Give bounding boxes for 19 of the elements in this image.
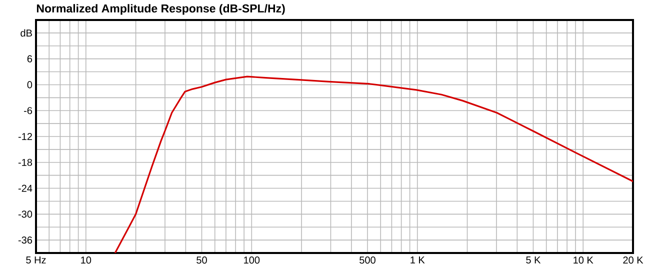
y-tick-label: -24 — [18, 184, 32, 192]
x-tick-label: 500 — [360, 256, 376, 264]
x-tick-label: 10 — [81, 256, 92, 264]
y-tick-label: -12 — [18, 133, 32, 140]
chart-title: Normalized Amplitude Response (dB-SPL/Hz) — [36, 4, 285, 15]
y-tick-label: -36 — [18, 236, 32, 244]
x-tick-label: 1 K — [410, 256, 425, 264]
y-tick-label: 6 — [27, 55, 32, 62]
y-tick-label: -30 — [18, 210, 32, 218]
x-tick-label: 100 — [244, 256, 260, 264]
y-tick-label: -6 — [24, 107, 32, 114]
x-tick-label: 20 K — [623, 256, 644, 264]
x-tick-label: 50 — [196, 256, 207, 264]
y-tick-label: dB — [20, 29, 32, 37]
x-tick-label: 5 K — [526, 256, 541, 264]
y-tick-label: 0 — [27, 81, 32, 88]
x-tick-label: 10 K — [574, 256, 594, 264]
x-tick-label: 5 Hz — [26, 256, 46, 264]
y-tick-label: -18 — [18, 158, 32, 166]
